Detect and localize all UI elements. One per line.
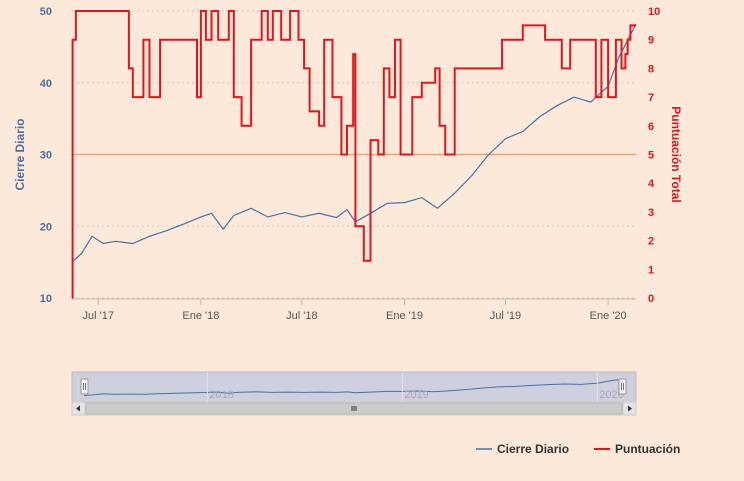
x-axis-tick-label: Jul '17 [82, 310, 113, 322]
right-axis-tick-label: 4 [648, 178, 655, 190]
right-axis-tick-label: 8 [648, 63, 654, 75]
legend-label: Cierre Diario [497, 442, 569, 456]
series-line-cierre-diario [71, 23, 637, 263]
chevron-left-icon [76, 405, 80, 412]
navigator-window[interactable] [71, 371, 637, 403]
legend-item[interactable]: Puntuación [594, 442, 680, 456]
legend-label: Puntuación [615, 442, 680, 456]
navigator-series-line [83, 378, 625, 396]
x-axis-tick-label: Ene '18 [182, 310, 219, 322]
right-axis-tick-label: 2 [648, 236, 654, 248]
legend-item[interactable]: Cierre Diario [476, 442, 569, 456]
right-axis-tick-label: 3 [648, 207, 654, 219]
right-axis-title: Puntuación Total [669, 106, 683, 202]
navigator[interactable]: 2018 2019 2020 [71, 371, 637, 416]
right-axis-tick-label: 6 [648, 121, 654, 133]
navigator-handle[interactable] [618, 378, 627, 395]
x-axis-tick-label: Jul '18 [286, 310, 317, 322]
right-axis-tick-label: 1 [648, 264, 654, 276]
series-layer [71, 10, 637, 299]
right-axis-tick-label: 10 [648, 6, 660, 18]
x-axis-tick-label: Ene '19 [386, 310, 423, 322]
left-axis-tick-label: 40 [40, 78, 52, 90]
x-axis-tick-label: Jul '19 [490, 310, 521, 322]
left-axis-tick-label: 30 [40, 150, 52, 162]
navigator-tick-label: 2019 [404, 389, 428, 401]
navigator-handle-grip[interactable] [80, 378, 89, 395]
legend[interactable]: Cierre Diario Puntuación [476, 442, 680, 456]
left-axis-tick-label: 10 [40, 293, 52, 305]
right-axis-tick-label: 9 [648, 35, 654, 47]
series-line-puntuaci-n [71, 10, 636, 299]
right-axis-tick-label: 7 [648, 92, 654, 104]
left-axis-tick-label: 20 [40, 221, 52, 233]
right-axis-tick-label: 5 [648, 150, 654, 162]
navigator-tick-label: 2020 [599, 389, 623, 401]
navigator-tick-label: 2018 [209, 389, 233, 401]
right-axis-tick-label: 0 [648, 293, 654, 305]
left-axis-tick-label: 50 [40, 6, 52, 18]
left-axis-title: Cierre Diario [13, 118, 27, 190]
x-axis-tick-label: Ene '20 [590, 310, 627, 322]
navigator-handle[interactable] [80, 378, 89, 395]
navigator-handle-grip[interactable] [618, 378, 627, 395]
chevron-right-icon [628, 405, 632, 412]
axes: 10 20 30 40 50 0 1 2 3 4 5 6 7 8 9 10 Cierre Diario Puntu… [13, 6, 683, 322]
